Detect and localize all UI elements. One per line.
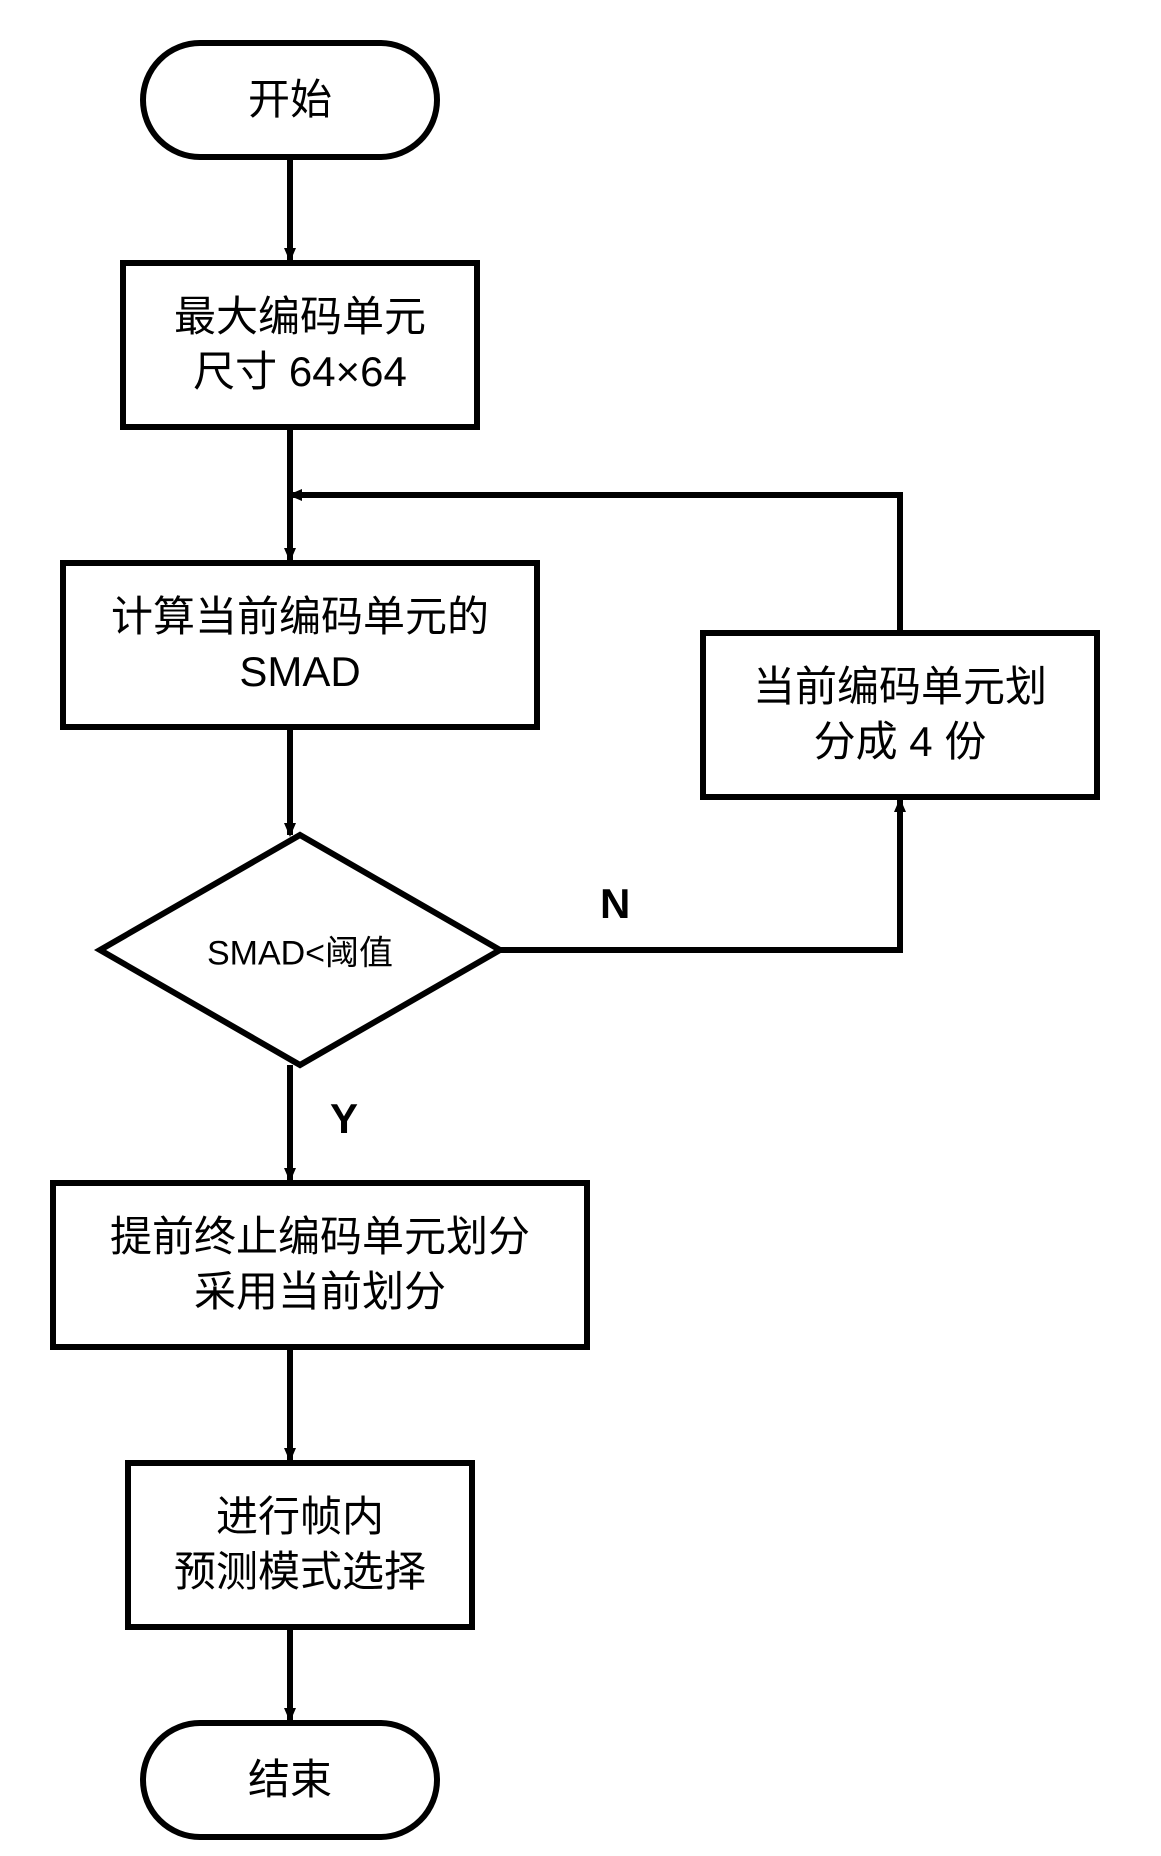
process-split-into-4: 当前编码单元划 分成 4 份 (700, 630, 1100, 800)
node-label-line: 最大编码单元 (174, 290, 426, 345)
process-intra-prediction: 进行帧内 预测模式选择 (125, 1460, 475, 1630)
decision-smad-threshold: SMAD<阈值 (100, 835, 500, 1065)
node-label-line: 采用当前划分 (110, 1265, 530, 1320)
node-label-line: 尺寸 64×64 (174, 345, 426, 400)
terminator-end: 结束 (140, 1720, 440, 1840)
node-label-line: 预测模式选择 (174, 1545, 426, 1600)
node-label: 开始 (248, 73, 332, 128)
edge-label-no: N (600, 880, 630, 928)
node-label-line: SMAD (111, 645, 489, 700)
node-label-line: 计算当前编码单元的 (111, 590, 489, 645)
node-label: 结束 (248, 1753, 332, 1808)
node-label-line: 进行帧内 (174, 1490, 426, 1545)
process-early-terminate: 提前终止编码单元划分 采用当前划分 (50, 1180, 590, 1350)
flowchart-canvas: 开始 最大编码单元 尺寸 64×64 计算当前编码单元的 SMAD 当前编码单元… (0, 0, 1161, 1856)
terminator-start: 开始 (140, 40, 440, 160)
process-compute-smad: 计算当前编码单元的 SMAD (60, 560, 540, 730)
node-label-line: 分成 4 份 (753, 715, 1047, 770)
process-lcu-size: 最大编码单元 尺寸 64×64 (120, 260, 480, 430)
edge-label-yes: Y (330, 1095, 358, 1143)
node-label-line: 当前编码单元划 (753, 660, 1047, 715)
node-label-line: 提前终止编码单元划分 (110, 1210, 530, 1265)
decision-label: SMAD<阈值 (207, 926, 393, 975)
